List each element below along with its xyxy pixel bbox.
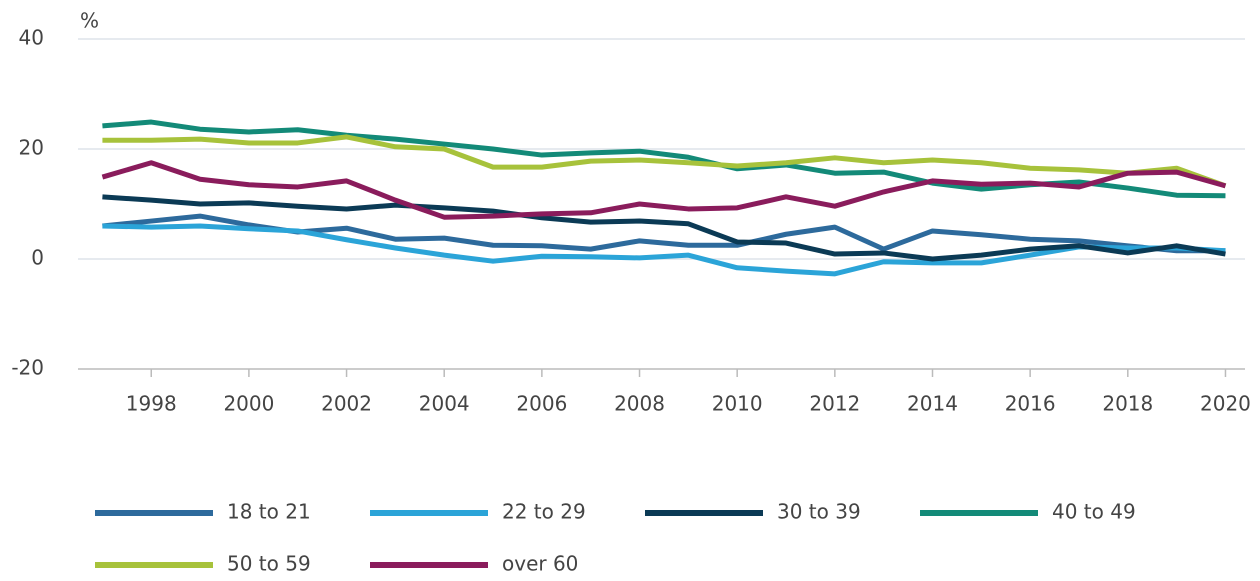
legend-label: over 60 — [502, 552, 578, 576]
x-tick-label: 2018 — [1102, 392, 1153, 416]
x-tick-label: 2012 — [809, 392, 860, 416]
x-tick-label: 2020 — [1200, 392, 1251, 416]
y-tick-label: -20 — [11, 356, 44, 380]
y-tick-label: 0 — [31, 246, 44, 270]
legend-label: 22 to 29 — [502, 500, 586, 524]
series-line — [102, 194, 1226, 262]
legend-label: 50 to 59 — [227, 552, 311, 576]
x-tick-label: 2004 — [419, 392, 470, 416]
legend-label: 40 to 49 — [1052, 500, 1136, 524]
legend-label: 30 to 39 — [777, 500, 861, 524]
x-tick-label: 2000 — [223, 392, 274, 416]
series-line — [102, 134, 1227, 189]
x-tick-label: 2010 — [712, 392, 763, 416]
y-tick-label: 40 — [19, 26, 44, 50]
x-tick-label: 2006 — [516, 392, 567, 416]
x-tick-label: 2008 — [614, 392, 665, 416]
legend-label: 18 to 21 — [227, 500, 311, 524]
x-tick-label: 2014 — [907, 392, 958, 416]
x-tick-label: 2016 — [1005, 392, 1056, 416]
series-line — [101, 160, 1227, 220]
series-line — [102, 223, 1226, 277]
y-axis-label: % — [80, 9, 99, 33]
y-tick-label: 20 — [19, 136, 44, 160]
x-tick-label: 2002 — [321, 392, 372, 416]
x-tick-label: 1998 — [126, 392, 177, 416]
